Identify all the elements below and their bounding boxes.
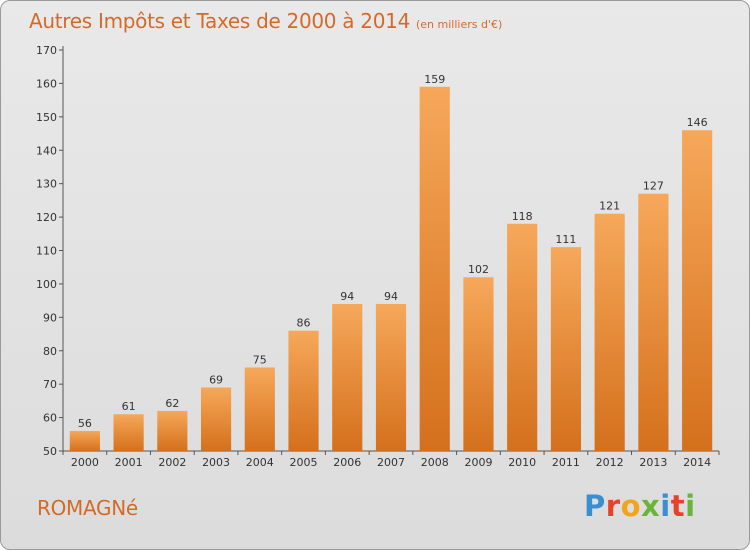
data-label: 111 — [555, 233, 576, 246]
x-tick-label: 2002 — [158, 456, 186, 469]
y-tick-label: 160 — [36, 77, 57, 90]
proxiti-logo[interactable]: Proxiti — [584, 489, 696, 523]
commune-name: ROMAGNé — [37, 496, 138, 520]
bar — [507, 223, 538, 451]
data-label: 56 — [78, 417, 92, 430]
logo-letter: t — [670, 489, 686, 523]
x-tick-label: 2008 — [421, 456, 449, 469]
x-tick-label: 2011 — [552, 456, 580, 469]
x-tick-label: 2007 — [377, 456, 405, 469]
data-label: 121 — [599, 200, 620, 213]
chart-title-text: Autres Impôts et Taxes de 2000 à 2014 — [29, 9, 410, 33]
y-tick-label: 150 — [36, 111, 57, 124]
y-tick-label: 80 — [43, 345, 57, 358]
data-label: 75 — [253, 353, 267, 366]
data-label: 62 — [165, 397, 179, 410]
data-label: 159 — [424, 73, 445, 86]
bar — [638, 193, 669, 452]
data-label: 127 — [643, 180, 664, 193]
x-tick-label: 2010 — [508, 456, 536, 469]
y-tick-label: 50 — [43, 445, 57, 458]
chart-axes: 50 60 70 80 90 100 110 120 130 140 150 160 170 — [36, 44, 720, 458]
bar — [463, 277, 494, 451]
x-tick-label: 2009 — [464, 456, 492, 469]
logo-letter: r — [605, 489, 621, 523]
y-tick-label: 170 — [36, 44, 57, 57]
chart-labels: 2000 56 2001 61 2002 62 2003 69 2004 75 2005 86 2006… — [71, 73, 711, 469]
y-tick-label: 100 — [36, 278, 57, 291]
chart-title: Autres Impôts et Taxes de 2000 à 2014 (en… — [29, 9, 502, 33]
bar — [244, 367, 275, 451]
bar — [375, 303, 407, 451]
data-label: 61 — [122, 400, 136, 413]
data-label: 86 — [297, 317, 311, 330]
x-tick-label: 2001 — [115, 456, 143, 469]
y-tick-label: 140 — [36, 144, 57, 157]
x-tick-label: 2006 — [333, 456, 361, 469]
logo-letter: i — [685, 489, 696, 523]
bar — [332, 303, 363, 451]
logo-letter: P — [584, 489, 606, 523]
x-tick-label: 2003 — [202, 456, 230, 469]
x-tick-label: 2000 — [71, 456, 99, 469]
data-label: 102 — [468, 263, 489, 276]
x-tick-label: 2013 — [639, 456, 667, 469]
y-tick-label: 60 — [43, 412, 57, 425]
chart-bars — [69, 86, 713, 452]
bar — [113, 414, 144, 451]
bar — [682, 130, 713, 451]
data-label: 69 — [209, 374, 223, 387]
bar — [594, 213, 625, 451]
y-tick-label: 90 — [43, 311, 57, 324]
y-tick-label: 70 — [43, 378, 57, 391]
y-tick-label: 110 — [36, 245, 57, 258]
data-label: 94 — [384, 290, 398, 303]
y-tick-label: 120 — [36, 211, 57, 224]
bar — [200, 387, 232, 451]
chart-unit: (en milliers d'€) — [416, 18, 503, 31]
logo-letter: x — [641, 489, 661, 523]
data-label: 146 — [687, 116, 708, 129]
logo-letter: i — [660, 489, 671, 523]
data-label: 118 — [512, 210, 533, 223]
y-tick-label: 130 — [36, 178, 57, 191]
x-tick-label: 2005 — [290, 456, 318, 469]
bar — [157, 410, 188, 451]
logo-letter: o — [620, 489, 642, 523]
x-tick-label: 2004 — [246, 456, 274, 469]
bar — [69, 430, 100, 451]
bar — [288, 330, 319, 451]
bar — [419, 86, 450, 451]
data-label: 94 — [340, 290, 354, 303]
x-tick-label: 2012 — [596, 456, 624, 469]
bar — [550, 247, 582, 451]
x-tick-label: 2014 — [683, 456, 711, 469]
